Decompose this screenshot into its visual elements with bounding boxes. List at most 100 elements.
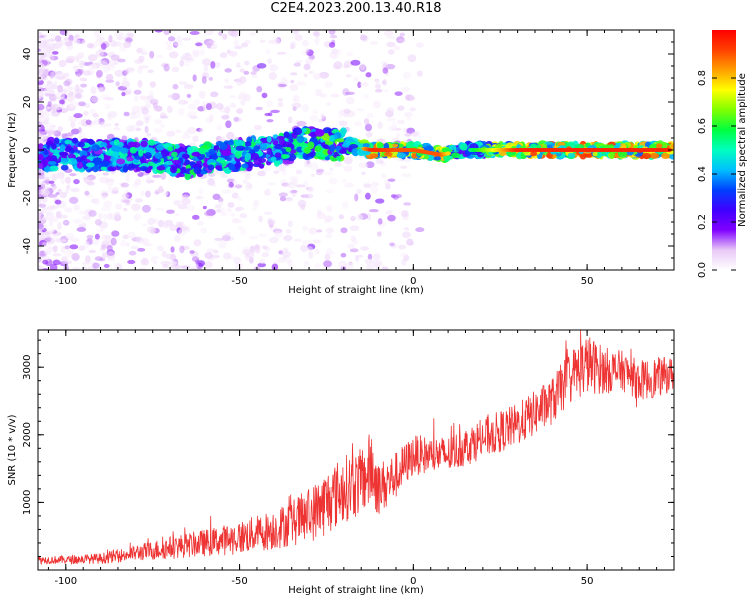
noise-blob <box>161 250 167 258</box>
ridge-blob <box>191 151 201 157</box>
noise-blob <box>64 176 72 184</box>
x-axis-label: Height of straight line (km) <box>288 585 424 596</box>
noise-blob <box>359 63 366 71</box>
noise-blob <box>394 91 403 96</box>
ridge-blob <box>213 145 220 151</box>
noise-blob <box>243 70 250 75</box>
noise-blob <box>386 35 396 40</box>
noise-blob <box>242 249 252 256</box>
noise-blob <box>73 35 78 44</box>
noise-blob <box>114 203 123 210</box>
noise-blob <box>252 204 257 212</box>
noise-blob <box>127 259 136 265</box>
noise-blob <box>123 111 130 117</box>
noise-blob <box>186 93 192 98</box>
noise-blob <box>107 111 118 118</box>
noise-blob <box>290 40 297 49</box>
noise-blob <box>163 30 171 35</box>
noise-blob <box>402 71 411 80</box>
colorbar <box>712 30 736 270</box>
noise-blob <box>91 238 100 246</box>
noise-blob <box>77 101 86 107</box>
colorbar-tick-label: 0.0 <box>697 262 708 278</box>
noise-blob <box>135 127 142 132</box>
ridge-blob <box>274 143 283 150</box>
ridge-blob <box>171 151 178 158</box>
noise-blob <box>366 213 371 221</box>
ridge-blob <box>107 166 115 172</box>
ridge-blob <box>574 144 585 150</box>
noise-blob <box>38 232 47 237</box>
noise-blob <box>135 198 144 203</box>
noise-blob <box>38 31 42 37</box>
noise-blob <box>215 102 224 110</box>
noise-blob <box>78 210 89 215</box>
noise-blob <box>221 114 230 120</box>
noise-blob <box>48 93 57 102</box>
ridge-blob <box>85 162 95 168</box>
ridge-blob <box>433 156 442 161</box>
noise-blob <box>53 80 58 85</box>
noise-blob <box>63 207 73 213</box>
ridge-blob <box>661 152 670 160</box>
ridge-blob <box>253 145 260 152</box>
noise-blob <box>353 76 359 83</box>
ridge-blob <box>545 144 553 150</box>
noise-blob <box>79 77 88 82</box>
noise-blob <box>147 69 154 73</box>
ridge-blob <box>156 165 166 171</box>
noise-blob <box>210 254 220 259</box>
noise-blob <box>349 225 360 232</box>
noise-blob <box>133 215 138 220</box>
noise-blob <box>408 96 416 101</box>
x-axis-label: Height of straight line (km) <box>288 285 424 296</box>
noise-blob <box>201 75 207 84</box>
noise-blob <box>107 256 116 262</box>
noise-blob <box>373 253 381 261</box>
noise-blob <box>160 260 171 266</box>
noise-blob <box>93 30 102 38</box>
noise-blob <box>257 262 267 268</box>
noise-blob <box>80 83 88 88</box>
ridge-blob <box>91 165 99 173</box>
noise-blob <box>54 173 64 180</box>
noise-blob <box>38 117 44 121</box>
noise-blob <box>154 188 165 193</box>
noise-blob <box>52 253 62 257</box>
noise-blob <box>364 258 375 265</box>
noise-blob <box>180 265 191 269</box>
ridge-blob <box>77 141 85 148</box>
noise-blob <box>122 76 128 82</box>
noise-blob <box>58 214 69 219</box>
noise-blob <box>359 82 369 87</box>
noise-blob <box>220 212 228 216</box>
noise-blob <box>142 223 147 227</box>
ridge-blob <box>164 160 175 166</box>
noise-blob <box>155 105 163 112</box>
noise-blob <box>195 42 203 47</box>
noise-blob <box>305 246 313 252</box>
noise-blob <box>249 31 257 36</box>
ridge-blob <box>376 142 384 149</box>
noise-blob <box>377 218 383 225</box>
noise-blob <box>45 205 55 211</box>
ridge-blob <box>235 139 244 146</box>
noise-blob <box>70 187 80 193</box>
noise-blob <box>102 213 108 221</box>
noise-blob <box>100 244 107 250</box>
noise-blob <box>113 127 120 131</box>
noise-blob <box>189 250 195 254</box>
noise-blob <box>287 258 293 267</box>
noise-blob <box>147 217 156 226</box>
noise-blob <box>187 103 197 111</box>
noise-blob <box>52 185 58 190</box>
ridge-blob <box>59 144 66 152</box>
noise-blob <box>115 262 122 269</box>
noise-blob <box>51 110 60 117</box>
noise-blob <box>403 202 412 206</box>
noise-blob <box>166 45 173 51</box>
ridge-blob <box>100 166 107 171</box>
noise-blob <box>377 121 383 130</box>
noise-blob <box>76 227 87 232</box>
